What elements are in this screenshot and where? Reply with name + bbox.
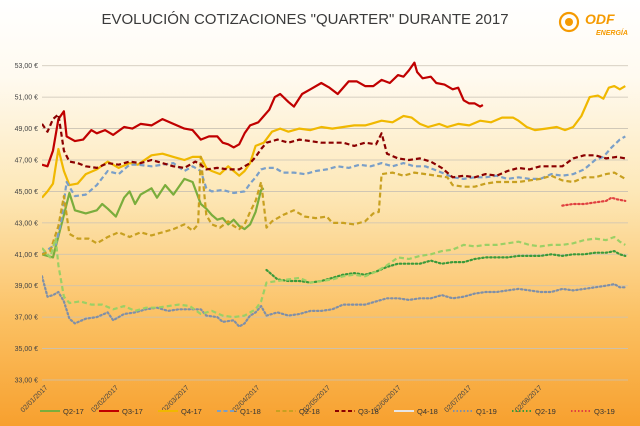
legend-entry: Q4-17	[181, 407, 202, 416]
series-lines	[42, 61, 627, 328]
y-tick-label: 35,00 €	[15, 346, 38, 353]
sun-core-icon	[565, 18, 573, 26]
legend-entry: Q3-18	[358, 407, 379, 416]
y-tick-label: 43,00 €	[15, 220, 38, 227]
y-tick-label: 49,00 €	[15, 126, 38, 133]
brand-sub: ENERGÍA	[596, 28, 628, 37]
brand-logo: ODF ENERGÍA	[558, 11, 628, 37]
y-tick-label: 33,00 €	[15, 378, 38, 385]
legend-entry: Q1-19	[476, 407, 497, 416]
y-axis: 33,00 € 35,00 € 37,00 € 39,00 € 41,00 € 43,00…	[15, 63, 38, 384]
series-line-q1-18	[42, 135, 626, 256]
y-tick-label: 39,00 €	[15, 283, 38, 290]
y-tick-label: 51,00 €	[15, 95, 38, 102]
chart-title: EVOLUCIÓN COTIZACIONES "QUARTER" DURANTE…	[101, 11, 508, 28]
y-tick-label: 37,00 €	[15, 315, 38, 322]
legend-entry: Q2-19	[535, 407, 556, 416]
brand-name: ODF	[585, 11, 615, 27]
legend: Q2-17 Q3-17 Q4-17 Q1-18 Q2-18 Q3-18 Q4-18 Q1-19…	[40, 407, 615, 416]
legend-entry: Q2-17	[63, 407, 84, 416]
legend-entry: Q1-18	[240, 407, 261, 416]
series-line-q2-18	[42, 155, 626, 256]
series-line-unlabeled-10	[42, 235, 626, 319]
y-tick-label: 41,00 €	[15, 252, 38, 259]
legend-entry: Q4-18	[417, 407, 438, 416]
legend-entry: Q2-18	[299, 407, 320, 416]
series-line-q3-19	[561, 196, 627, 207]
legend-entry: Q3-19	[594, 407, 615, 416]
y-tick-label: 53,00 €	[15, 63, 38, 70]
y-tick-label: 45,00 €	[15, 189, 38, 196]
series-line-q1-19	[42, 275, 627, 328]
series-line-q3-17	[42, 61, 484, 168]
sun-icon	[558, 11, 580, 33]
legend-entry: Q3-17	[122, 407, 143, 416]
series-line-q2-17	[42, 177, 265, 259]
series-line-q3-18	[42, 113, 626, 179]
y-tick-label: 47,00 €	[15, 158, 38, 165]
